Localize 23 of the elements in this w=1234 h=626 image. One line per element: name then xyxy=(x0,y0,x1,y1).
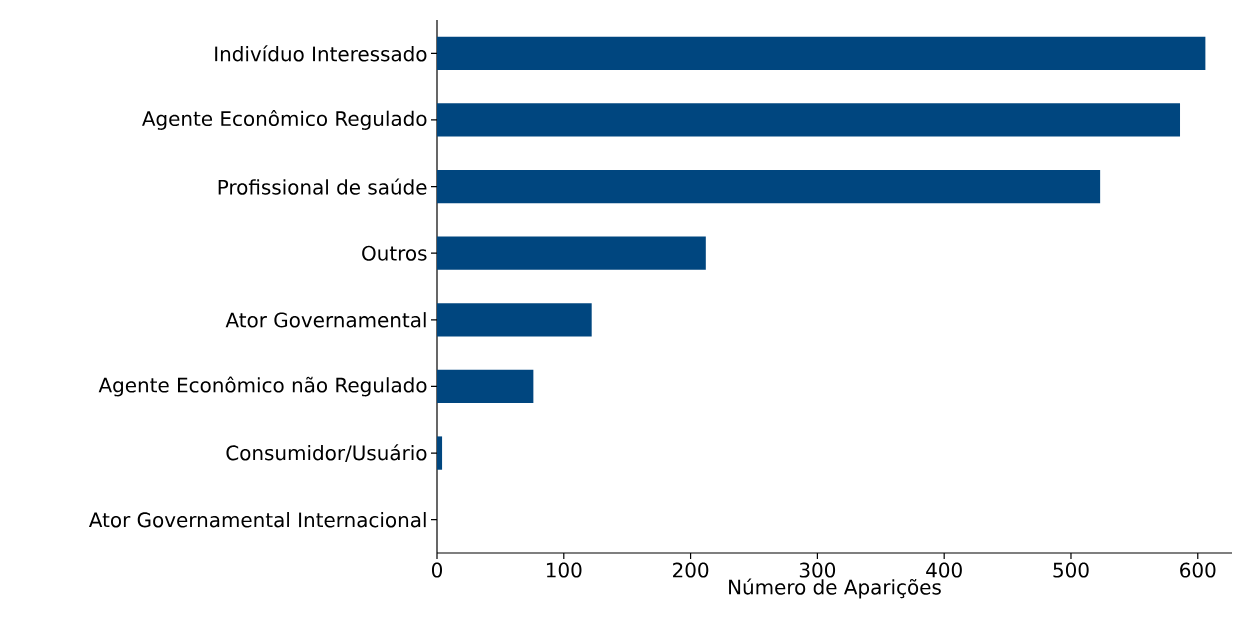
bar xyxy=(437,36,1206,70)
bar xyxy=(437,436,443,470)
x-tick-label: 100 xyxy=(546,562,582,578)
y-tick-label: Agente Econômico não Regulado xyxy=(98,376,427,397)
y-tick-label: Profissional de saúde xyxy=(218,178,427,195)
y-tick-label: Consumidor/Usuário xyxy=(226,444,427,462)
x-axis-title: Número de Aparições xyxy=(729,578,941,599)
x-tick-label: 300 xyxy=(799,562,836,578)
x-tick-label: 400 xyxy=(926,562,962,578)
bar xyxy=(437,169,1101,204)
bar xyxy=(437,303,592,337)
y-tick-label: Ator Governamental xyxy=(225,312,426,328)
x-tick-label: 600 xyxy=(1180,562,1216,578)
bar xyxy=(437,236,706,270)
x-tick-label: 500 xyxy=(1053,562,1089,578)
x-tick-label: 200 xyxy=(673,562,709,578)
bar xyxy=(437,369,534,404)
bar xyxy=(437,103,1181,137)
y-tick-label: Indivíduo Interessado xyxy=(215,45,427,62)
y-tick-label: Outros xyxy=(362,245,427,261)
y-tick-label: Agente Econômico Regulado xyxy=(142,109,427,130)
y-tick-label: Ator Governamental Internacional xyxy=(88,511,426,528)
x-tick-label: 0 xyxy=(431,562,443,578)
